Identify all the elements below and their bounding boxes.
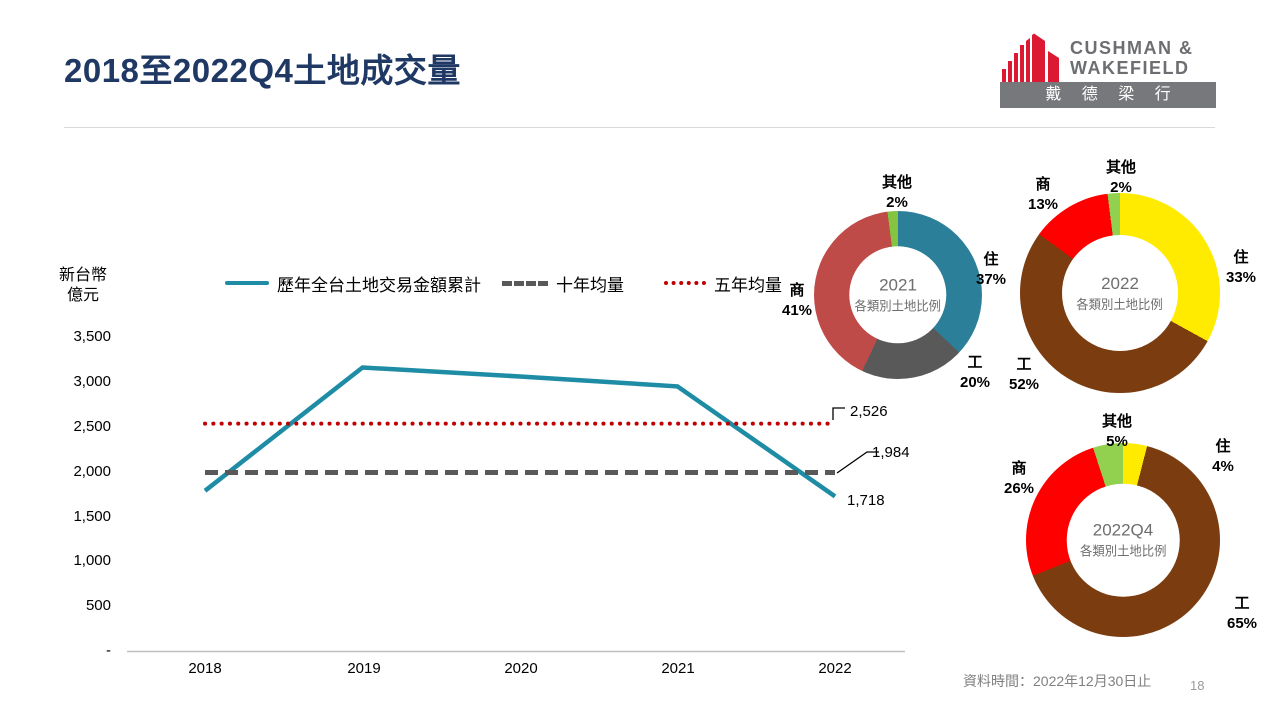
donut-2022q4-label-commercial: 商 26% xyxy=(988,459,1050,498)
slice-pct: 13% xyxy=(1027,195,1059,213)
x-tick-2018: 2018 xyxy=(188,660,222,677)
logo-chinese-band: 戴 德 梁 行 xyxy=(1000,82,1216,108)
logo-wordmark: CUSHMAN & WAKEFIELD xyxy=(1070,38,1194,79)
slice-pct: 37% xyxy=(975,270,1007,288)
annotation-leader-1984 xyxy=(836,451,879,474)
unit-line2: 億元 xyxy=(66,287,99,304)
solid-line-sample xyxy=(225,281,269,285)
y-axis-unit-label: 新台幣 億元 xyxy=(46,266,120,306)
donut-2022q4-label-other: 其他 5% xyxy=(1086,412,1148,451)
donut-chart-2021: 2021 各類別土地比例 xyxy=(814,211,982,379)
donut-center-2022: 2022 各類別土地比例 xyxy=(1062,235,1178,351)
slice-label: 住 xyxy=(983,251,999,268)
donut-2021-label-commercial: 商 41% xyxy=(766,281,828,320)
donut-subtitle-2022: 各類別土地比例 xyxy=(1076,296,1164,312)
cushman-wakefield-logo: CUSHMAN & WAKEFIELD 戴 德 梁 行 xyxy=(1000,30,1216,110)
slice-label: 商 xyxy=(1035,176,1051,193)
source-note: 資料時間：2022年12月30日止 xyxy=(963,673,1152,689)
slice-label: 工 xyxy=(1234,595,1250,612)
donut-chart-2022: 2022 各類別土地比例 xyxy=(1020,193,1220,393)
annotation-5yr-value: 2,526 xyxy=(850,403,888,420)
building-bars-icon xyxy=(1002,33,1059,82)
y-tick-2500: 2,500 xyxy=(73,418,111,435)
series-solid-line xyxy=(203,365,837,499)
y-tick-2000: 2,000 xyxy=(73,463,111,480)
donut-center-2021: 2021 各類別土地比例 xyxy=(849,246,947,344)
slice-pct: 5% xyxy=(1106,432,1128,450)
page-title: 2018至2022Q4土地成交量 xyxy=(64,52,461,89)
y-tick-500: 500 xyxy=(85,597,111,614)
slice-pct: 26% xyxy=(1003,479,1035,497)
legend-item-5yr-average: 五年均量 xyxy=(664,272,782,295)
legend-item-10yr-average: 十年均量 xyxy=(502,272,624,295)
donut-2021-label-other: 其他 2% xyxy=(866,173,928,212)
legend-label-10yr: 十年均量 xyxy=(556,275,624,295)
y-tick-1000: 1,000 xyxy=(73,552,111,569)
donut-title-2022q4: 2022Q4 xyxy=(1092,520,1154,540)
slice-pct: 33% xyxy=(1225,268,1257,286)
y-tick-3500: 3,500 xyxy=(73,328,111,345)
slice-label: 其他 xyxy=(881,174,912,191)
donut-2022q4-label-industrial: 工 65% xyxy=(1211,594,1273,633)
slice-pct: 2% xyxy=(1110,178,1132,196)
slice-pct: 52% xyxy=(1008,375,1040,393)
legend-label-cumulative: 歷年全台土地交易金額累計 xyxy=(277,275,481,295)
slice-label: 商 xyxy=(1011,460,1027,477)
unit-line1: 新台幣 xyxy=(58,267,107,284)
donut-2022-label-residential: 住 33% xyxy=(1210,248,1272,287)
legend-item-cumulative: 歷年全台土地交易金額累計 xyxy=(225,272,481,295)
slice-pct: 20% xyxy=(959,373,991,391)
donut-2022-label-industrial: 工 52% xyxy=(993,355,1055,394)
y-tick-3000: 3,000 xyxy=(73,373,111,390)
dotted-line-sample xyxy=(664,281,706,285)
donut-subtitle-2021: 各類別土地比例 xyxy=(854,298,942,314)
x-tick-2021: 2021 xyxy=(661,660,695,677)
slice-label: 工 xyxy=(967,354,983,371)
legend-label-5yr: 五年均量 xyxy=(714,275,782,295)
annotation-2022-value: 1,718 xyxy=(847,492,885,509)
annotation-10yr-value: 1,984 xyxy=(872,444,910,461)
donut-subtitle-2022q4: 各類別土地比例 xyxy=(1079,543,1167,559)
slice-label: 工 xyxy=(1016,356,1032,373)
page-number: 18 xyxy=(1190,678,1205,693)
donut-2022-label-commercial: 商 13% xyxy=(1012,175,1074,214)
donut-2021-label-residential: 住 37% xyxy=(960,250,1022,289)
dashed-line-sample xyxy=(502,280,548,286)
donut-chart-2022q4: 2022Q4 各類別土地比例 xyxy=(1026,443,1220,637)
x-tick-2019: 2019 xyxy=(347,660,381,677)
x-tick-2020: 2020 xyxy=(504,660,538,677)
line-chart xyxy=(127,365,905,653)
logo-line2: WAKEFIELD xyxy=(1070,58,1190,79)
y-tick-1500: 1,500 xyxy=(73,508,111,525)
donut-2022-label-other: 其他 2% xyxy=(1090,158,1152,197)
slice-label: 其他 xyxy=(1105,159,1136,176)
slice-label: 住 xyxy=(1215,438,1231,455)
slice-pct: 4% xyxy=(1212,457,1234,475)
y-tick-0: - xyxy=(106,642,111,659)
slice-label: 住 xyxy=(1233,249,1249,266)
x-tick-2022: 2022 xyxy=(818,660,852,677)
donut-center-2022q4: 2022Q4 各類別土地比例 xyxy=(1066,483,1180,597)
slice-pct: 41% xyxy=(781,301,813,319)
annotation-leader-2526 xyxy=(832,407,845,420)
donut-title-2021: 2021 xyxy=(879,275,917,295)
donut-2021-label-industrial: 工 20% xyxy=(944,353,1006,392)
slice-label: 其他 xyxy=(1101,413,1132,430)
slice-label: 商 xyxy=(789,282,805,299)
donut-title-2022: 2022 xyxy=(1101,273,1139,293)
donut-2022q4-label-residential: 住 4% xyxy=(1192,437,1254,476)
slice-pct: 2% xyxy=(886,193,908,211)
logo-line1: CUSHMAN & xyxy=(1070,38,1194,58)
header-divider xyxy=(64,127,1215,128)
slice-pct: 65% xyxy=(1226,614,1258,632)
